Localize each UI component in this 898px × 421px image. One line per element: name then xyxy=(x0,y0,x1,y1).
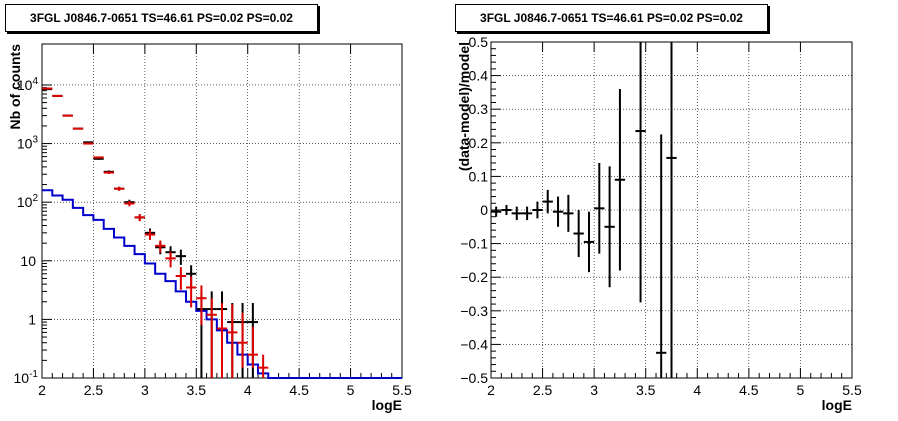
left-x-tick-label: 4.5 xyxy=(289,382,309,398)
right-y-tick-label: 0.3 xyxy=(469,101,489,117)
residuals-plot: logE (data-model)/model 2 2.5 3 3.5 4 4.5 5 5.5… xyxy=(456,34,862,413)
data-point xyxy=(175,249,186,265)
right-plot-title: 3FGL J0846.7-0651 TS=46.61 PS=0.02 PS=0.… xyxy=(455,4,768,32)
model-point xyxy=(144,230,156,240)
residual-point xyxy=(604,166,615,288)
left-y-tick-label: 103 xyxy=(17,135,39,152)
residual-point xyxy=(532,201,543,219)
model-point xyxy=(124,201,135,207)
left-x-tick-label: 3 xyxy=(141,382,149,398)
model-point xyxy=(196,285,207,326)
residual-point xyxy=(542,189,553,214)
left-y-tick-label: 10 xyxy=(20,253,36,269)
right-y-tick-label: −0.5 xyxy=(460,370,488,386)
right-y-tick-label: 0.4 xyxy=(469,68,489,84)
residual-point xyxy=(594,162,605,254)
residual-point xyxy=(656,134,667,378)
residual-point xyxy=(563,194,574,232)
left-y-tick-label: 10-1 xyxy=(14,369,39,386)
right-x-tick-label: 3.5 xyxy=(636,382,656,398)
right-x-tick-label: 2.5 xyxy=(533,382,553,398)
left-x-tick-label: 2.5 xyxy=(84,382,104,398)
left-x-tick-label: 2 xyxy=(38,382,46,398)
right-y-axis-label: (data-model)/model xyxy=(456,42,472,171)
left-y-axis-label: Nb of counts xyxy=(7,44,23,130)
model-point xyxy=(72,127,84,130)
left-x-tick-label: 5 xyxy=(347,382,355,398)
left-plot-title: 3FGL J0846.7-0651 TS=46.61 PS=0.02 PS=0.… xyxy=(5,4,318,32)
model-point xyxy=(216,303,228,378)
model-point xyxy=(103,171,114,175)
right-y-tick-label: −0.4 xyxy=(460,336,488,352)
model-point xyxy=(42,87,53,90)
right-y-tick-label: 0 xyxy=(480,202,488,218)
residual-point xyxy=(501,204,512,216)
model-point xyxy=(186,276,197,308)
model-point xyxy=(165,251,176,268)
right-x-axis-label: logE xyxy=(822,397,852,413)
residual-point xyxy=(614,89,626,271)
right-x-tick-label: 3 xyxy=(590,382,598,398)
model-point xyxy=(52,94,63,97)
right-x-tick-label: 5.5 xyxy=(842,382,862,398)
left-x-tick-label: 3.5 xyxy=(187,382,207,398)
left-y-tick-label: 1 xyxy=(28,311,36,327)
model-point xyxy=(134,214,145,222)
residual-point xyxy=(666,42,677,378)
left-x-tick-label: 5.5 xyxy=(392,382,412,398)
residual-point xyxy=(583,211,595,273)
right-x-tick-label: 4.5 xyxy=(739,382,759,398)
residual-point xyxy=(635,42,646,303)
right-y-tick-label: −0.3 xyxy=(460,303,488,319)
left-y-tick-label: 104 xyxy=(17,76,39,93)
model-point xyxy=(247,326,258,368)
model-point xyxy=(258,354,269,378)
residual-point xyxy=(573,210,584,258)
right-y-tick-label: −0.2 xyxy=(460,269,488,285)
model-point xyxy=(93,156,104,159)
model-point xyxy=(155,240,166,253)
model-point xyxy=(237,312,248,368)
right-x-tick-label: 5 xyxy=(797,382,805,398)
model-point xyxy=(206,298,217,378)
residual-point xyxy=(511,206,522,221)
model-point xyxy=(62,114,73,117)
right-x-tick-label: 4 xyxy=(693,382,701,398)
counts-spectrum-plot: logE Nb of counts 2 2.5 3 3.5 4 4.5 5 5.5 10-1 1 1… xyxy=(7,43,412,413)
right-x-tick-label: 2 xyxy=(487,382,495,398)
model-point xyxy=(114,186,125,191)
residual-point xyxy=(491,206,502,217)
residual-point xyxy=(552,196,564,227)
model-point xyxy=(175,267,186,290)
left-y-tick-label: 102 xyxy=(17,193,39,210)
residual-point xyxy=(521,206,533,221)
model-point xyxy=(227,304,238,378)
left-x-tick-label: 4 xyxy=(244,382,252,398)
right-y-tick-label: 0.1 xyxy=(469,168,489,184)
model-point xyxy=(83,142,94,145)
right-y-tick-label: −0.1 xyxy=(460,236,488,252)
left-x-axis-label: logE xyxy=(372,397,402,413)
right-y-tick-label: 0.2 xyxy=(469,135,489,151)
right-y-tick-label: 0.5 xyxy=(469,34,489,50)
